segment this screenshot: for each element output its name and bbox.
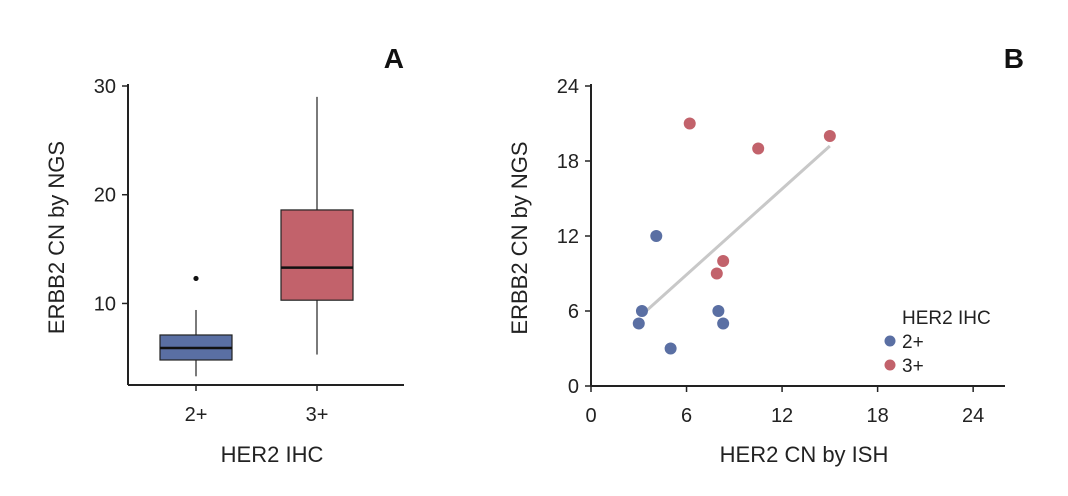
y-axis-title: ERBB2 CN by NGS (507, 141, 532, 334)
data-point-2+ (664, 342, 677, 355)
y-tick-label: 30 (94, 76, 116, 98)
data-point-2+ (712, 305, 725, 317)
panel-label-b: B (1004, 43, 1024, 74)
data-point-3+ (823, 130, 836, 142)
y-tick-label: 20 (94, 185, 116, 207)
legend-title: HER2 IHC (902, 308, 991, 329)
x-tick-label: 6 (681, 405, 692, 427)
y-tick-label: 18 (557, 151, 579, 173)
x-tick-label: 24 (962, 405, 984, 427)
data-point-2+ (632, 317, 645, 330)
legend-marker-3+ (884, 359, 896, 371)
panel-label-a: A (384, 43, 404, 74)
data-point-3+ (752, 142, 765, 155)
trend-line (640, 144, 831, 316)
data-point-2+ (717, 317, 730, 330)
x-tick-label: 0 (585, 405, 596, 427)
x-tick-label: 3+ (306, 404, 329, 426)
y-axis-title: ERBB2 CN by NGS (44, 141, 69, 334)
x-tick-label: 2+ (185, 404, 208, 426)
legend-marker-2+ (884, 335, 896, 347)
panel-a-box-plot: 10 20 30 2+ 3+ HER2 IHC ERBB2 CN by NGS A (44, 43, 404, 467)
data-point-3+ (710, 267, 723, 280)
data-point-3+ (683, 117, 696, 130)
x-tick-label: 12 (771, 405, 793, 427)
outlier-point (193, 275, 199, 282)
y-tick-label: 10 (94, 293, 116, 315)
legend: HER2 IHC 2+ 3+ (884, 308, 991, 377)
x-tick-label: 18 (866, 405, 888, 427)
box-3+ (280, 209, 354, 301)
x-axis-title: HER2 IHC (221, 442, 324, 467)
y-tick-label: 0 (568, 376, 579, 398)
data-point-3+ (717, 255, 730, 267)
y-tick-label: 12 (557, 226, 579, 248)
y-tick-label: 6 (568, 301, 579, 323)
legend-label-2+: 2+ (902, 332, 924, 353)
x-axis-title: HER2 CN by ISH (720, 442, 889, 467)
panel-b-scatter-plot: 0 6 12 18 24 0 6 12 18 24 HER2 CN by ISH ERBB2 CN b… (507, 43, 1024, 467)
data-point-2+ (635, 305, 648, 317)
data-point-2+ (650, 230, 663, 242)
y-tick-label: 24 (557, 76, 579, 98)
legend-label-3+: 3+ (902, 356, 924, 377)
